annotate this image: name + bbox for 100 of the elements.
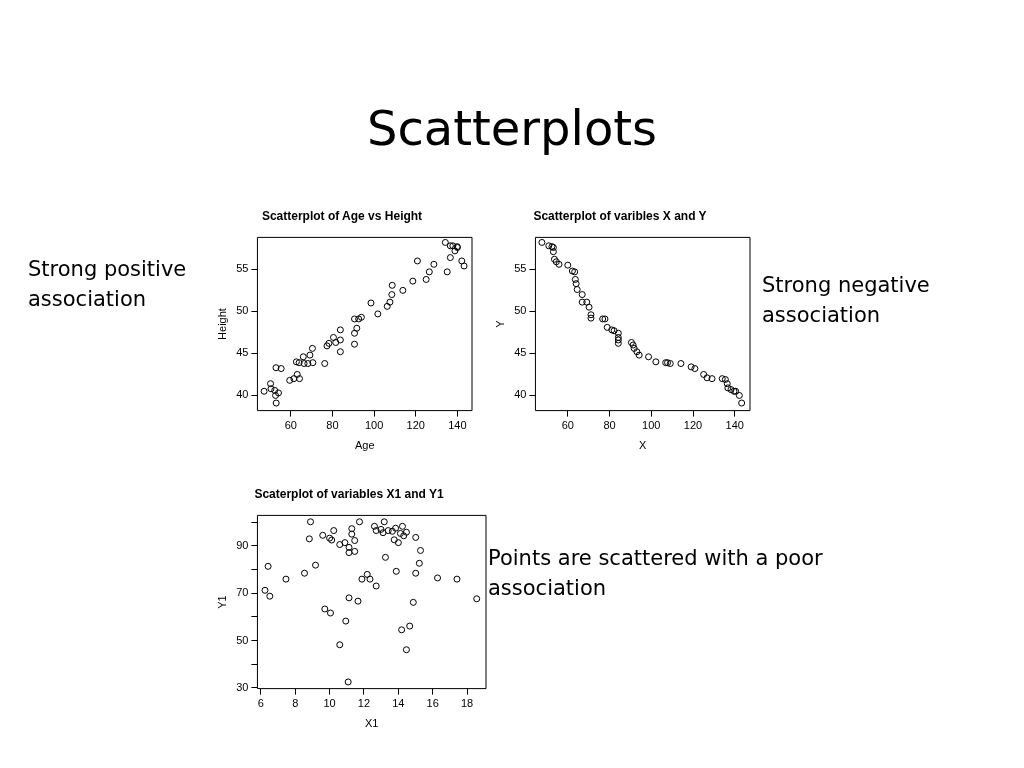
point: [614, 333, 622, 341]
point: [306, 351, 314, 359]
point: [336, 336, 344, 344]
point: [724, 384, 732, 392]
text: Strong positive association: [28, 257, 187, 311]
point: [351, 340, 359, 348]
y-tick-label: 30: [236, 680, 249, 693]
point: [370, 522, 378, 530]
x-tick-label: 100: [642, 419, 661, 432]
point: [351, 547, 359, 555]
point: [603, 323, 611, 331]
x-tick-label: 120: [406, 419, 425, 432]
point: [330, 527, 338, 535]
point: [545, 242, 553, 250]
point: [652, 358, 660, 366]
point: [367, 299, 375, 307]
point: [296, 375, 304, 383]
point: [398, 626, 406, 634]
point: [555, 260, 563, 268]
chart-title: Scatterplot of Age vs Height: [261, 208, 423, 223]
point: [398, 522, 406, 530]
point: [738, 399, 746, 407]
point: [325, 339, 333, 347]
y-tick-label: 50: [236, 633, 249, 646]
point: [277, 365, 285, 373]
point: [396, 529, 404, 537]
x-tick-label: 14: [392, 697, 405, 710]
point: [434, 574, 442, 582]
point: [687, 363, 695, 371]
point: [568, 267, 576, 275]
point: [415, 559, 423, 567]
x-tick-label: 12: [357, 697, 371, 710]
x-tick-label: 10: [323, 697, 336, 710]
point: [571, 275, 579, 283]
point: [319, 531, 327, 539]
y-tick-label: 40: [514, 388, 527, 401]
point: [550, 255, 558, 263]
point: [358, 575, 366, 583]
point: [430, 260, 438, 268]
point: [402, 528, 410, 536]
point: [329, 333, 337, 341]
point: [260, 387, 268, 395]
point: [451, 247, 459, 255]
point: [264, 562, 272, 570]
point: [538, 238, 546, 246]
point: [446, 242, 454, 250]
point: [573, 286, 581, 294]
x-tick-label: 18: [460, 697, 474, 710]
point: [372, 527, 380, 535]
chart-title: Scaterplot of variables X1 and Y1: [254, 486, 444, 501]
y-tick-label: 50: [514, 304, 527, 317]
point: [409, 598, 417, 606]
point: [392, 567, 400, 575]
x-tick-label: 16: [426, 697, 439, 710]
point: [266, 592, 274, 600]
y-axis-title: Y1: [215, 595, 228, 609]
point: [292, 358, 300, 366]
point: [353, 324, 361, 332]
point: [321, 605, 329, 613]
y-tick-label: 45: [236, 346, 249, 359]
point: [351, 315, 359, 323]
text: Strong negative association: [762, 272, 931, 329]
point: [348, 530, 356, 538]
point: [272, 399, 280, 407]
point: [271, 386, 279, 394]
point: [381, 553, 389, 561]
y-tick-label: 70: [236, 586, 249, 599]
point: [267, 380, 275, 388]
point: [402, 646, 410, 654]
point: [583, 298, 591, 306]
point: [282, 575, 290, 583]
point: [552, 258, 560, 266]
point: [446, 254, 454, 262]
point: [614, 339, 622, 347]
x-tick-label: 80: [326, 419, 339, 432]
point: [691, 365, 699, 373]
point: [348, 525, 356, 533]
point: [413, 257, 421, 265]
text: Scatterplots: [365, 100, 659, 156]
point: [422, 275, 430, 283]
point: [723, 380, 731, 388]
point: [336, 326, 344, 334]
point: [336, 348, 344, 356]
point: [261, 586, 269, 594]
point: [374, 310, 382, 318]
point: [614, 329, 622, 337]
point: [351, 537, 359, 545]
point: [345, 594, 353, 602]
point: [614, 336, 622, 344]
point: [323, 342, 331, 350]
point: [301, 569, 309, 577]
point: [384, 527, 392, 535]
point: [304, 360, 312, 368]
point: [449, 242, 457, 250]
point: [354, 597, 362, 605]
point: [386, 298, 394, 306]
point: [390, 536, 398, 544]
x-tick-label: 8: [292, 697, 299, 710]
point: [629, 341, 637, 349]
point: [366, 575, 374, 583]
